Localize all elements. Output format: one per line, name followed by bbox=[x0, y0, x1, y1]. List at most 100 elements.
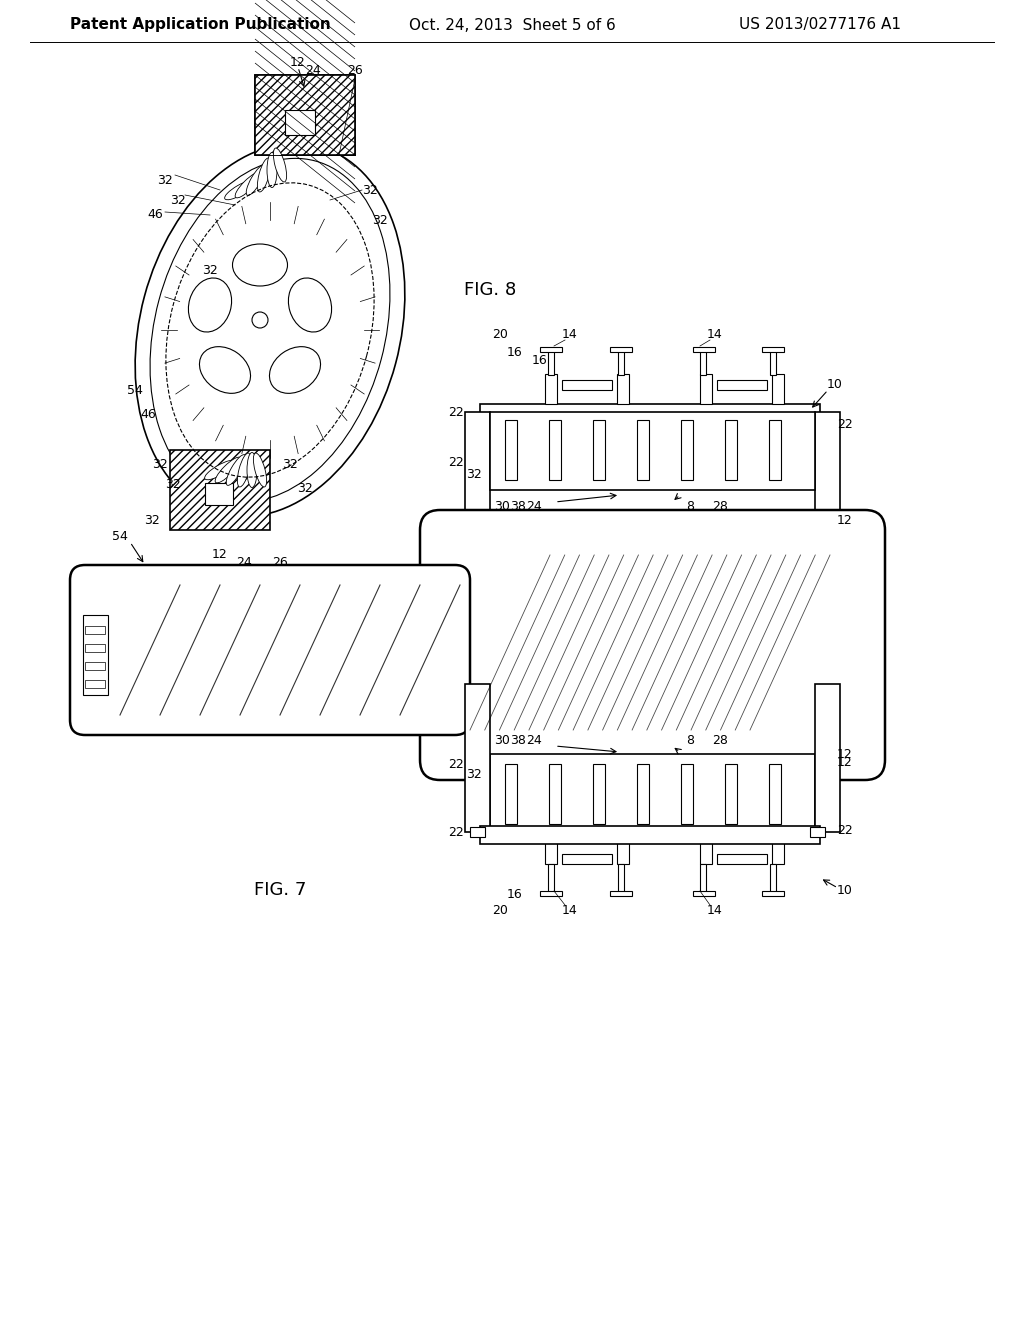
Bar bbox=[548, 350, 554, 375]
Text: 22: 22 bbox=[449, 758, 464, 771]
Text: 8: 8 bbox=[686, 500, 694, 513]
Text: 32: 32 bbox=[466, 768, 482, 781]
Text: 14: 14 bbox=[708, 903, 723, 916]
Bar bbox=[562, 854, 612, 865]
Text: 12: 12 bbox=[290, 57, 306, 70]
Text: 22: 22 bbox=[838, 824, 853, 837]
Bar bbox=[618, 350, 624, 375]
Bar bbox=[700, 374, 712, 404]
Ellipse shape bbox=[215, 457, 241, 483]
FancyBboxPatch shape bbox=[420, 510, 885, 780]
Text: 26: 26 bbox=[272, 556, 288, 569]
Bar bbox=[610, 891, 632, 896]
Text: 20: 20 bbox=[493, 329, 508, 342]
Text: Patent Application Publication: Patent Application Publication bbox=[70, 17, 331, 33]
Text: 22: 22 bbox=[449, 826, 464, 840]
Text: 32: 32 bbox=[283, 458, 298, 471]
Bar bbox=[725, 764, 737, 824]
Text: 10: 10 bbox=[827, 379, 843, 392]
Ellipse shape bbox=[273, 148, 287, 182]
Text: 22: 22 bbox=[838, 418, 853, 432]
Text: 32: 32 bbox=[297, 482, 313, 495]
Text: 16: 16 bbox=[532, 354, 548, 367]
Text: 32: 32 bbox=[466, 469, 482, 482]
Ellipse shape bbox=[224, 181, 255, 199]
Bar bbox=[769, 420, 781, 480]
Bar bbox=[637, 764, 649, 824]
Text: 14: 14 bbox=[708, 329, 723, 342]
Text: 38: 38 bbox=[510, 734, 526, 747]
Bar bbox=[505, 420, 517, 480]
Text: 28: 28 bbox=[712, 500, 728, 513]
Text: 12: 12 bbox=[838, 756, 853, 770]
Bar bbox=[617, 374, 629, 404]
Bar bbox=[810, 828, 825, 837]
Text: 32: 32 bbox=[144, 513, 160, 527]
Text: US 2013/0277176 A1: US 2013/0277176 A1 bbox=[739, 17, 901, 33]
Bar bbox=[681, 420, 693, 480]
Text: 16: 16 bbox=[507, 887, 523, 900]
Text: 32: 32 bbox=[202, 264, 218, 276]
Bar bbox=[815, 684, 840, 832]
Bar bbox=[772, 374, 784, 404]
Text: 12: 12 bbox=[838, 748, 853, 762]
Bar bbox=[762, 347, 784, 352]
Text: 30: 30 bbox=[494, 500, 510, 513]
Ellipse shape bbox=[238, 453, 251, 487]
Bar bbox=[725, 420, 737, 480]
Bar bbox=[700, 865, 706, 892]
Bar bbox=[700, 350, 706, 375]
Bar bbox=[681, 764, 693, 824]
Bar bbox=[693, 891, 715, 896]
Text: 32: 32 bbox=[372, 214, 388, 227]
Bar bbox=[85, 680, 105, 688]
Text: 24: 24 bbox=[526, 734, 542, 747]
Text: 22: 22 bbox=[449, 455, 464, 469]
Bar bbox=[762, 891, 784, 896]
Bar bbox=[770, 350, 776, 375]
Text: 8: 8 bbox=[686, 734, 694, 747]
Text: 32: 32 bbox=[362, 183, 378, 197]
Text: 22: 22 bbox=[449, 405, 464, 418]
FancyBboxPatch shape bbox=[70, 565, 470, 735]
Text: 24: 24 bbox=[526, 500, 542, 513]
Ellipse shape bbox=[257, 158, 270, 191]
Text: 24: 24 bbox=[237, 556, 252, 569]
Text: 54: 54 bbox=[112, 531, 128, 544]
Bar bbox=[618, 865, 624, 892]
Text: 28: 28 bbox=[712, 734, 728, 747]
Text: 32: 32 bbox=[157, 173, 173, 186]
Text: 26: 26 bbox=[347, 63, 362, 77]
Text: FIG. 8: FIG. 8 bbox=[464, 281, 516, 300]
Bar bbox=[205, 483, 233, 506]
Bar bbox=[772, 832, 784, 865]
Bar bbox=[505, 764, 517, 824]
Bar bbox=[770, 865, 776, 892]
Text: 14: 14 bbox=[562, 329, 578, 342]
Bar bbox=[769, 764, 781, 824]
Bar bbox=[562, 380, 612, 389]
Ellipse shape bbox=[267, 153, 278, 187]
Bar bbox=[617, 832, 629, 865]
Bar bbox=[693, 347, 715, 352]
Bar bbox=[470, 412, 485, 422]
Bar bbox=[490, 412, 815, 490]
Bar bbox=[549, 764, 561, 824]
Bar bbox=[593, 764, 605, 824]
Text: 38: 38 bbox=[510, 500, 526, 513]
Bar bbox=[480, 404, 820, 422]
Bar bbox=[700, 832, 712, 865]
Bar bbox=[610, 347, 632, 352]
Ellipse shape bbox=[246, 165, 266, 195]
Text: 12: 12 bbox=[838, 513, 853, 527]
Text: 10: 10 bbox=[837, 883, 853, 896]
Text: 32: 32 bbox=[170, 194, 186, 206]
Ellipse shape bbox=[253, 453, 266, 487]
Text: Oct. 24, 2013  Sheet 5 of 6: Oct. 24, 2013 Sheet 5 of 6 bbox=[409, 17, 615, 33]
Bar bbox=[480, 826, 820, 843]
Text: 14: 14 bbox=[562, 903, 578, 916]
Text: 12: 12 bbox=[212, 549, 228, 561]
Text: 16: 16 bbox=[507, 346, 523, 359]
Bar bbox=[85, 644, 105, 652]
Ellipse shape bbox=[205, 461, 236, 479]
